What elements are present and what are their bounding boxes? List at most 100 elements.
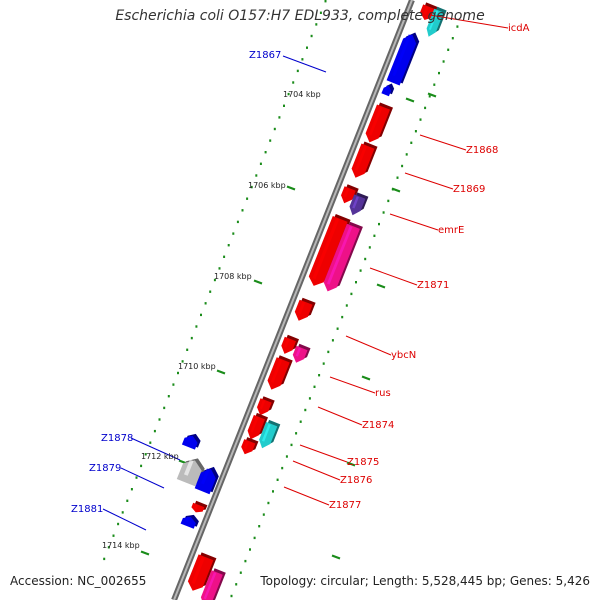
gene-label-z1877[interactable]: Z1877 xyxy=(329,500,361,511)
z1875-feature[interactable] xyxy=(247,412,268,440)
scale-dot xyxy=(227,244,230,247)
gene-label-ybcn[interactable]: ybcN xyxy=(391,350,416,361)
z1868-feature[interactable] xyxy=(365,102,393,143)
scale-dot xyxy=(414,130,417,133)
scale-dot xyxy=(442,60,445,63)
z1877-feature[interactable] xyxy=(241,437,259,455)
scale-dot xyxy=(167,395,170,398)
z1871-rna-feature-highlight xyxy=(326,226,353,285)
scale-dot xyxy=(235,583,238,586)
scale-dot xyxy=(283,104,285,107)
bottom-forward-feature[interactable] xyxy=(187,552,217,591)
emre-feature[interactable] xyxy=(349,192,369,216)
scale-dot xyxy=(345,304,348,307)
scale-dot xyxy=(296,69,299,73)
gene-label-icda[interactable]: icdA xyxy=(508,23,530,34)
gene-label-z1876[interactable]: Z1876 xyxy=(340,475,372,486)
scale-dot xyxy=(253,536,256,540)
small-reverse-feature[interactable] xyxy=(381,83,395,97)
z1875-feature-highlight xyxy=(250,417,259,433)
bottom-rna-feature[interactable] xyxy=(200,568,226,600)
rus-forward-feature-body xyxy=(281,336,296,354)
z1881-feature-body xyxy=(180,516,196,529)
z1868-feature-highlight xyxy=(368,106,383,136)
scale-dot xyxy=(112,534,115,537)
scale-dot xyxy=(158,418,161,421)
scale-dot xyxy=(255,174,258,177)
gene-label-z1871[interactable]: Z1871 xyxy=(417,280,449,291)
rus-forward-feature[interactable] xyxy=(281,334,299,354)
gene-label-z1868[interactable]: Z1868 xyxy=(466,145,498,156)
scale-dot xyxy=(456,25,459,28)
scale-dot xyxy=(278,116,281,119)
z1871-feature[interactable] xyxy=(308,214,351,286)
gene-label-z1878[interactable]: Z1878 xyxy=(101,433,133,444)
scale-dot xyxy=(313,385,316,388)
scale-dot xyxy=(410,141,413,144)
scale-dot xyxy=(230,594,233,598)
gene-features xyxy=(176,2,447,600)
gene-labels: icdA Z1867 Z1868 Z1869 emrE Z1871 ybcN r… xyxy=(71,23,530,515)
scale-dot xyxy=(387,199,390,203)
accession-text: Accession: NC_002655 xyxy=(10,574,147,588)
gene-label-z1875[interactable]: Z1875 xyxy=(347,457,379,468)
scale-dot xyxy=(322,362,325,365)
icda-feature-highlight xyxy=(423,6,429,15)
scale-dot xyxy=(324,0,327,3)
scale-dot xyxy=(135,476,138,479)
scale-dot xyxy=(304,408,307,412)
scale-dot xyxy=(267,501,270,505)
small-forward-feature-3[interactable] xyxy=(191,500,208,513)
gray-feature-body xyxy=(176,460,202,487)
scale-dot xyxy=(424,106,427,110)
small-forward-feature-2-highlight xyxy=(259,400,266,410)
tick-label: 1710 kbp xyxy=(178,362,216,371)
map-title: Escherichia coli O157:H7 EDL933, complet… xyxy=(115,8,485,24)
z1879-feature-highlight xyxy=(201,468,210,485)
gene-label-z1874[interactable]: Z1874 xyxy=(362,420,394,431)
z1881-feature-highlight xyxy=(185,516,190,523)
gene-label-z1869[interactable]: Z1869 xyxy=(453,184,485,195)
leader-line xyxy=(329,376,376,394)
leader-line xyxy=(345,335,392,356)
scale-dot xyxy=(223,255,226,258)
gene-label-z1879[interactable]: Z1879 xyxy=(89,463,121,474)
emre-feature-body xyxy=(349,194,366,216)
scale-dot xyxy=(213,278,216,282)
z1874-feature[interactable] xyxy=(267,355,293,390)
scale-dot xyxy=(428,95,431,98)
scale-dot xyxy=(107,546,110,549)
small-forward-feature-2[interactable] xyxy=(257,396,275,416)
scale-dot xyxy=(315,23,318,26)
z1878-feature[interactable] xyxy=(181,433,201,450)
gene-label-rus[interactable]: rus xyxy=(375,388,391,399)
z1871-rna-feature[interactable] xyxy=(323,221,363,292)
z1876-feature[interactable] xyxy=(259,419,281,449)
z1867-feature[interactable] xyxy=(386,32,420,86)
ybcn-feature[interactable] xyxy=(294,297,316,321)
tick-marks xyxy=(103,0,459,598)
gene-label-z1867[interactable]: Z1867 xyxy=(249,50,281,61)
rus-feature-body xyxy=(292,345,308,363)
label-leader-lines xyxy=(102,14,509,531)
small-forward-feature-2-body xyxy=(257,398,272,416)
gray-feature[interactable] xyxy=(176,458,205,487)
gene-label-emre[interactable]: emrE xyxy=(438,225,464,236)
z1869-feature[interactable] xyxy=(351,141,378,178)
scale-dot xyxy=(373,234,376,237)
rus-feature[interactable] xyxy=(292,343,311,363)
z1869-feature-highlight xyxy=(354,145,367,171)
z1879-feature[interactable] xyxy=(194,466,219,495)
scale-dot xyxy=(438,71,440,75)
z1878-feature-highlight xyxy=(186,435,192,443)
gene-label-z1881[interactable]: Z1881 xyxy=(71,504,103,515)
scale-dot xyxy=(241,209,244,212)
major-tick xyxy=(376,283,386,289)
z1881-feature[interactable] xyxy=(180,514,199,529)
leader-line xyxy=(299,444,348,463)
leader-line xyxy=(282,55,327,73)
scale-dot xyxy=(405,153,408,156)
scale-dot xyxy=(250,185,253,189)
scale-dot xyxy=(236,220,239,224)
scale-dot xyxy=(262,513,265,516)
